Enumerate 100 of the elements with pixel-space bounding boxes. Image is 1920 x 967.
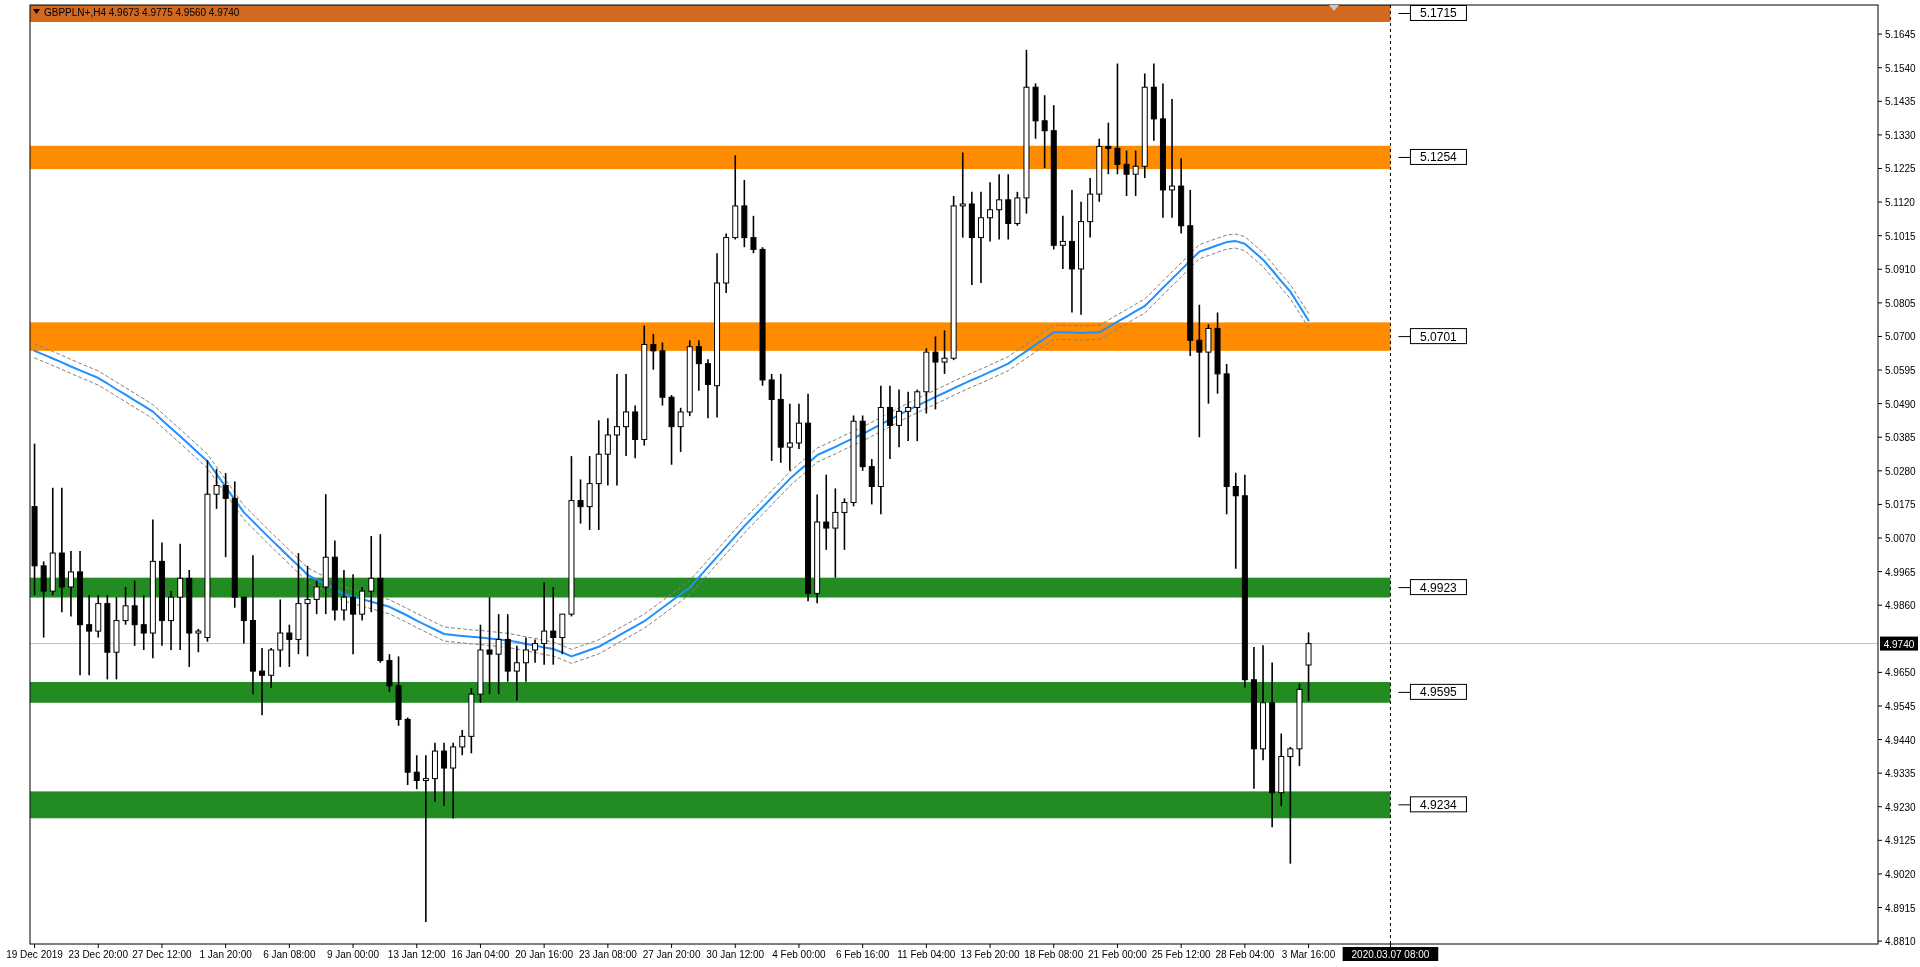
candlestick xyxy=(905,391,912,442)
candlestick xyxy=(1105,121,1112,176)
x-tick-label: 11 Feb 04:00 xyxy=(897,949,956,960)
candlestick xyxy=(286,623,293,668)
y-tick-label: 5.1015 xyxy=(1885,230,1917,242)
y-tick-label: 5.0070 xyxy=(1885,533,1917,545)
candlestick xyxy=(441,741,448,807)
candlestick xyxy=(1041,94,1048,169)
x-tick-label: 6 Jan 08:00 xyxy=(263,949,316,960)
candlestick xyxy=(131,579,138,647)
y-tick-label: 4.8810 xyxy=(1885,936,1917,948)
candlestick xyxy=(914,388,921,442)
candlestick xyxy=(413,754,420,790)
candlestick xyxy=(532,638,539,664)
y-tick-label: 5.0490 xyxy=(1885,398,1917,410)
y-tick-label: 4.9650 xyxy=(1885,667,1917,679)
y-tick-label: 4.9440 xyxy=(1885,734,1917,746)
candlestick xyxy=(313,579,320,615)
candlestick xyxy=(650,333,657,371)
x-tick-label: 25 Feb 12:00 xyxy=(1151,949,1212,960)
candlestick xyxy=(977,191,984,284)
x-tick-label: 13 Feb 20:00 xyxy=(960,949,1020,960)
x-tick-label: 30 Jan 12:00 xyxy=(706,949,765,960)
candlestick xyxy=(1232,471,1239,570)
candlestick xyxy=(1287,746,1294,865)
candlestick xyxy=(177,542,184,651)
candlestick xyxy=(86,594,93,677)
candlestick xyxy=(704,358,711,420)
band-label: 5.1715 xyxy=(1420,6,1458,21)
candlestick xyxy=(623,373,630,457)
x-tick-label: 19 Dec 2019 xyxy=(6,949,64,960)
band-label: 4.9595 xyxy=(1420,685,1458,700)
candlestick xyxy=(1196,303,1203,439)
candlestick xyxy=(368,535,375,614)
band-label: 4.9234 xyxy=(1420,797,1458,812)
candlestick xyxy=(996,173,1003,241)
candlestick xyxy=(795,402,802,450)
y-tick-label: 5.0595 xyxy=(1885,365,1917,377)
candlestick xyxy=(350,573,357,655)
y-tick-label: 4.9335 xyxy=(1885,768,1917,780)
candlestick xyxy=(140,594,147,651)
y-tick-label: 4.9860 xyxy=(1885,600,1917,612)
x-tick-label: 21 Feb 00:00 xyxy=(1087,949,1148,960)
candlestick xyxy=(832,487,839,579)
candlestick xyxy=(195,628,202,654)
candlestick xyxy=(1005,173,1012,241)
y-tick-label: 5.1120 xyxy=(1885,197,1916,209)
candlestick xyxy=(987,181,994,243)
candlestick xyxy=(304,565,311,658)
x-tick-label: 3 Mar 16:00 xyxy=(1281,949,1336,960)
candlestick xyxy=(422,754,429,923)
candlestick xyxy=(1305,631,1312,702)
candlestick xyxy=(886,384,893,460)
candlestick xyxy=(577,478,584,525)
candlestick xyxy=(959,151,966,239)
ref-line-label: 4.9740 xyxy=(1883,638,1915,650)
x-tick-label: 9 Jan 00:00 xyxy=(326,949,380,960)
candlestick xyxy=(240,596,247,645)
candlestick xyxy=(586,455,593,531)
band-label: 4.9923 xyxy=(1420,580,1458,595)
candlestick xyxy=(450,741,457,820)
candlestick xyxy=(1059,215,1066,270)
y-tick-label: 5.1330 xyxy=(1885,129,1917,141)
candlestick xyxy=(613,373,620,487)
candlestick xyxy=(677,406,684,453)
candlestick xyxy=(823,473,830,551)
y-tick-label: 4.9125 xyxy=(1885,835,1917,847)
x-tick-label: 27 Jan 20:00 xyxy=(642,949,701,960)
x-tick-label: 27 Dec 12:00 xyxy=(132,949,193,960)
candlestick xyxy=(1205,323,1212,405)
candlestick xyxy=(604,417,611,487)
candlestick xyxy=(359,586,366,622)
candlestick xyxy=(841,497,848,551)
x-tick-label: 20 Jan 16:00 xyxy=(515,949,574,960)
candlestick xyxy=(896,388,903,448)
candlestick xyxy=(277,598,284,668)
x-tick-label: 23 Jan 08:00 xyxy=(578,949,638,960)
candlestick xyxy=(559,613,566,655)
x-tick-label: 18 Feb 08:00 xyxy=(1024,949,1084,960)
x-tick-label: 2020.03.07 08:00 xyxy=(1351,949,1430,960)
candlestick xyxy=(750,215,757,255)
y-tick-label: 4.9230 xyxy=(1885,801,1917,813)
candlestick xyxy=(222,472,229,558)
y-tick-label: 4.9545 xyxy=(1885,700,1917,712)
x-tick-label: 13 Jan 12:00 xyxy=(387,949,447,960)
candlestick xyxy=(213,468,220,510)
candlestick xyxy=(550,586,557,666)
y-tick-label: 4.9965 xyxy=(1885,566,1917,578)
x-tick-label: 16 Jan 04:00 xyxy=(451,949,510,960)
candlestick xyxy=(1132,149,1139,197)
candlestick xyxy=(67,550,74,618)
x-tick-label: 28 Feb 04:00 xyxy=(1215,949,1275,960)
candlestick xyxy=(122,586,129,626)
y-tick-label: 5.0175 xyxy=(1885,499,1917,511)
x-tick-label: 23 Dec 20:00 xyxy=(68,949,129,960)
y-tick-label: 5.0700 xyxy=(1885,331,1917,343)
candlestick xyxy=(768,373,775,462)
candlestick xyxy=(340,569,347,622)
candlestick xyxy=(541,581,548,666)
candlestick xyxy=(695,339,702,392)
